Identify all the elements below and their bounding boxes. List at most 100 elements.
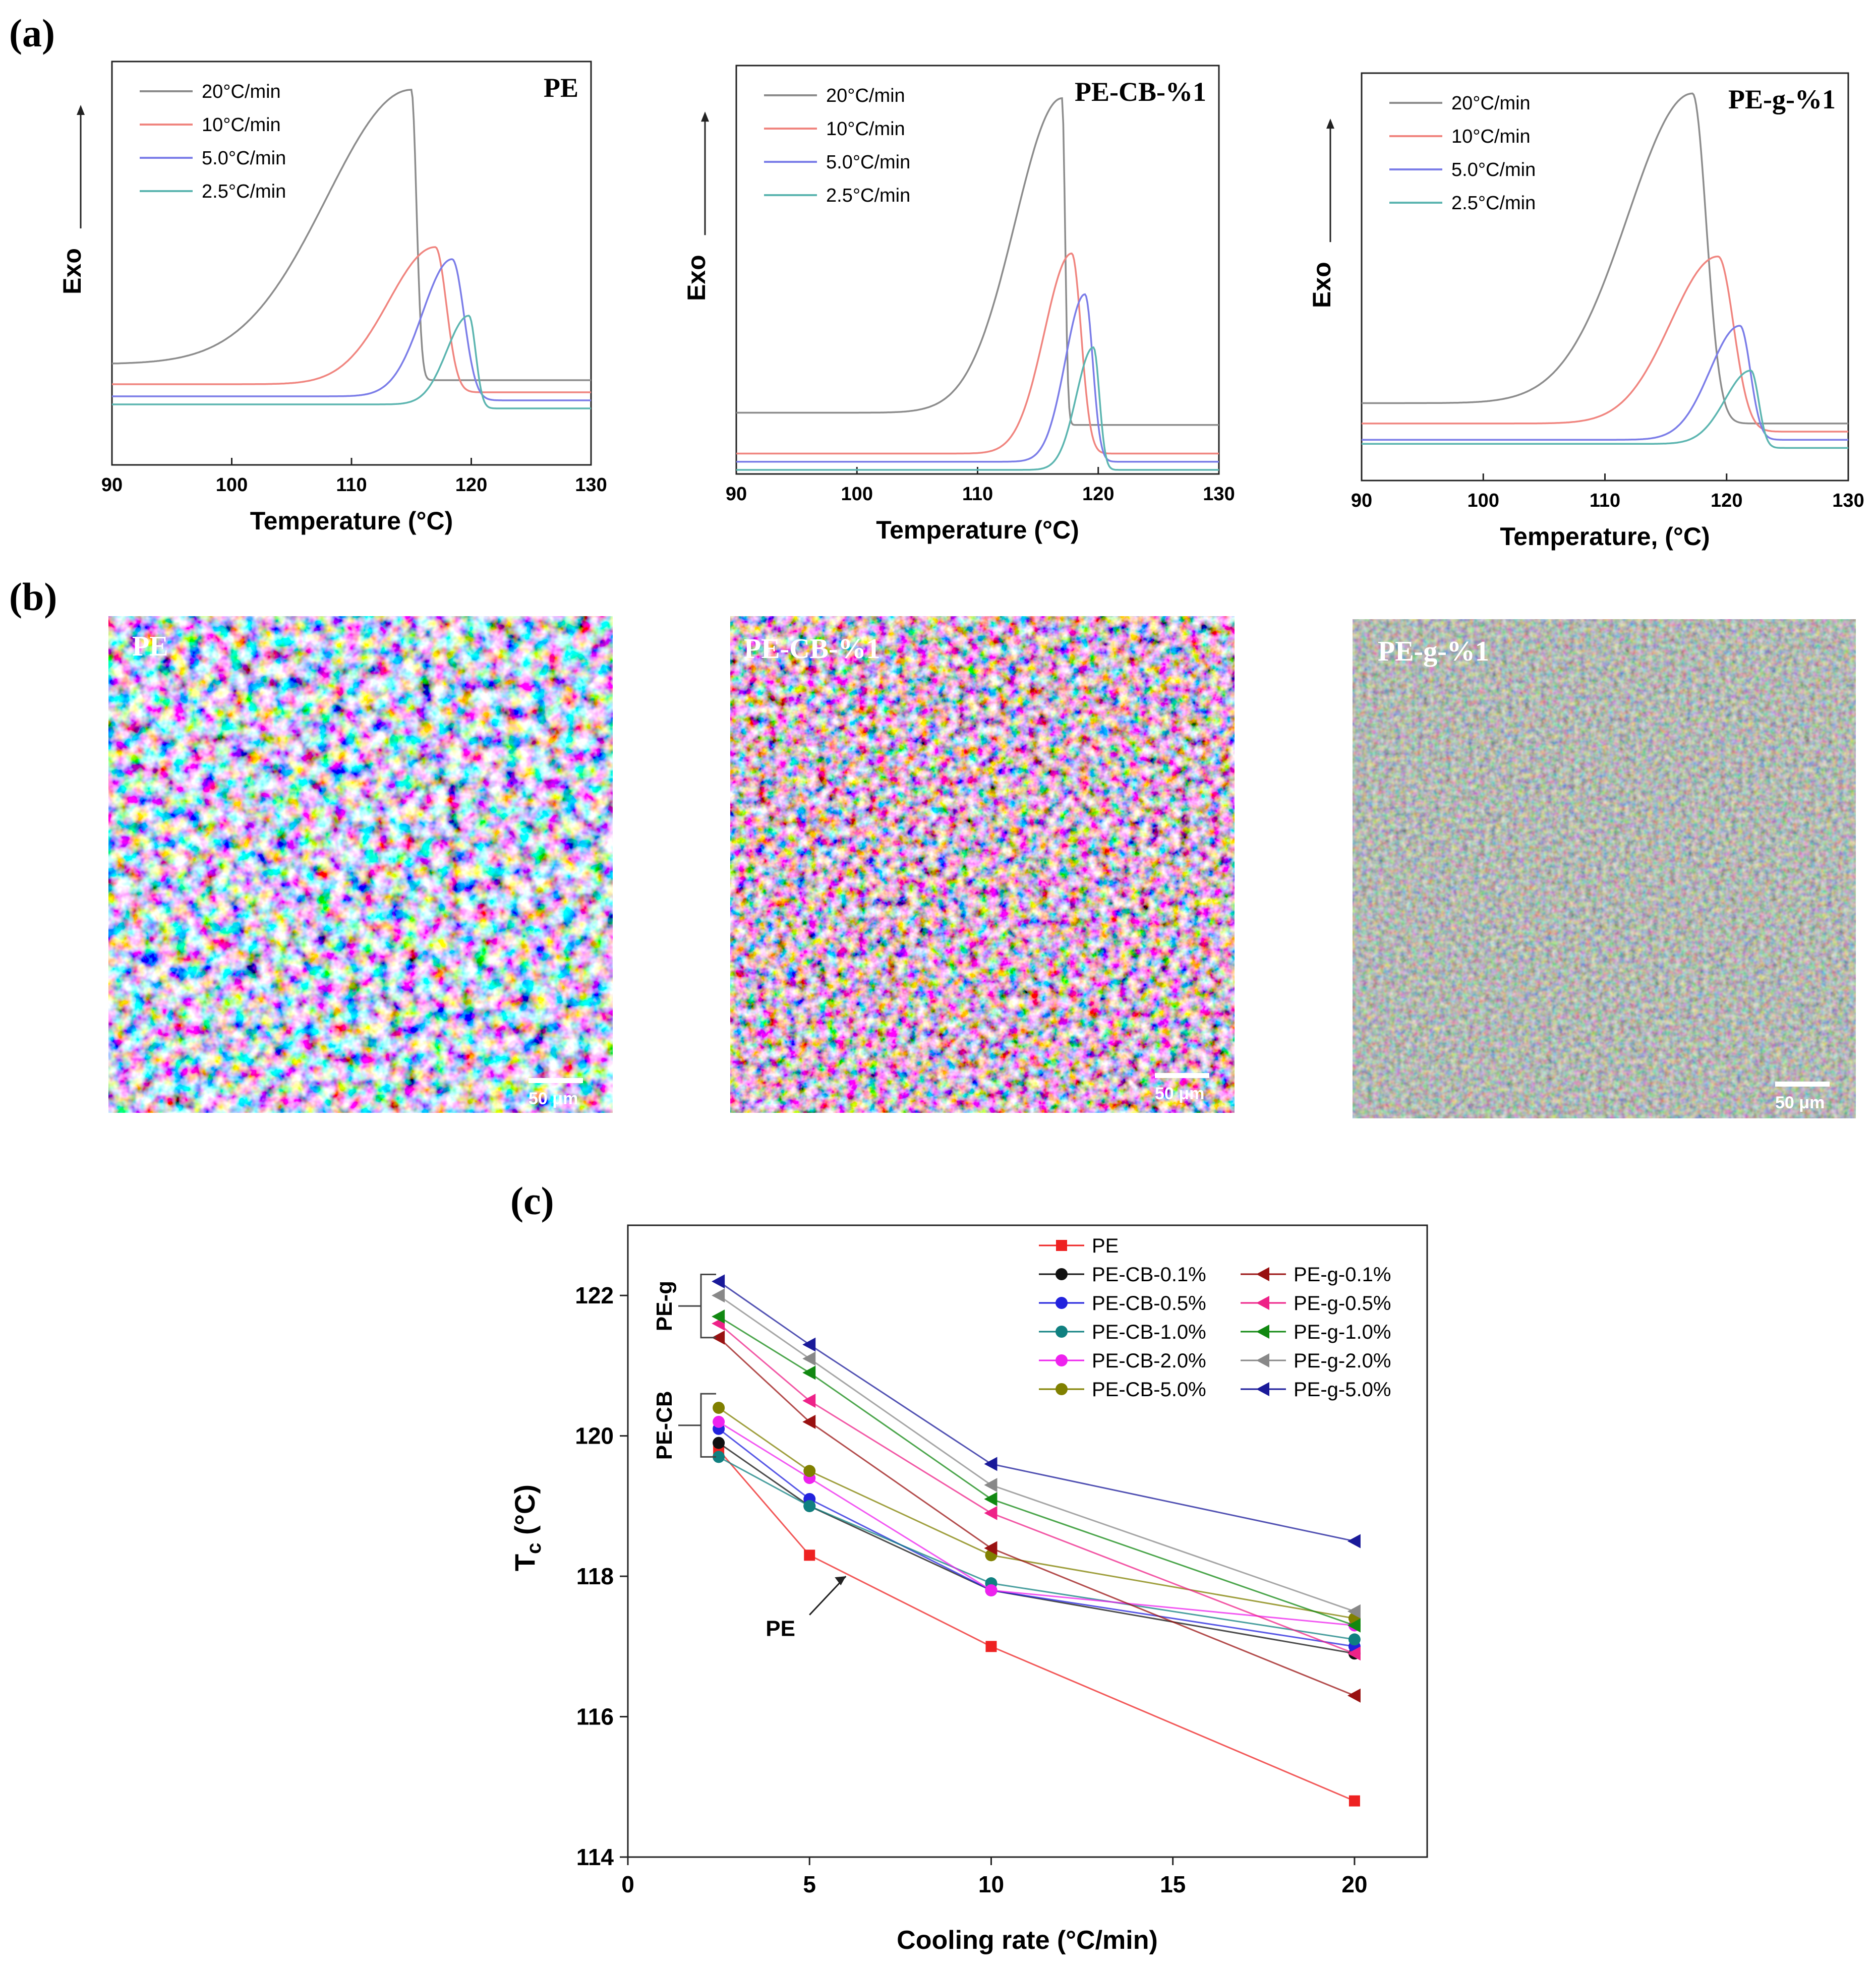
x-tick-label: 120	[455, 474, 487, 496]
data-point	[712, 1330, 725, 1345]
x-tick-label: 100	[841, 484, 873, 505]
dsc-curve-2	[112, 258, 591, 401]
y-axis-label: Exo	[1308, 262, 1336, 308]
series-pe-g-2-0-	[712, 1288, 1361, 1619]
data-point	[713, 1437, 725, 1449]
y-axis-label: Exo	[58, 248, 86, 294]
data-point	[1056, 1297, 1068, 1309]
panel-b-label: (b)	[9, 575, 57, 619]
dsc-curve-0	[736, 97, 1219, 426]
data-point	[1347, 1646, 1361, 1661]
x-tick-label: 15	[1160, 1871, 1186, 1897]
legend-label: 20°C/min	[202, 81, 281, 102]
data-point	[984, 1492, 998, 1506]
series-line	[718, 1294, 1355, 1613]
series-line	[718, 1316, 1355, 1626]
panel-c-label: (c)	[510, 1179, 554, 1223]
data-point	[802, 1337, 816, 1352]
dsc-curve-1	[1362, 255, 1848, 433]
data-point	[985, 1584, 998, 1596]
dsc-curve-3	[736, 346, 1219, 471]
data-point	[1347, 1688, 1361, 1703]
series-pe-g-1-0-	[712, 1309, 1361, 1633]
tc-vs-cooling-rate-chart: Tc (°C) Cooling rate (°C/min) 0 5 10 15 20 11…	[509, 1224, 1428, 1955]
series-line	[718, 1407, 1355, 1620]
legend-label: 10°C/min	[826, 118, 905, 140]
legend-label: 20°C/min	[826, 85, 905, 106]
plot-frame	[1361, 72, 1849, 482]
micrograph-image	[1353, 619, 1856, 1118]
dsc-chart-pe-cb: 90 100 110 120 130 Temperature (°C) Exo PE-CB-%…	[682, 65, 1235, 544]
data-point	[984, 1457, 998, 1471]
x-tick-label: 130	[1832, 490, 1864, 511]
sample-title: PE	[544, 73, 578, 103]
scale-label: 50 μm	[529, 1089, 578, 1108]
series-pe-cb-2-0-	[713, 1415, 1361, 1632]
x-tick-label: 130	[1203, 484, 1235, 505]
legend-label: 10°C/min	[202, 114, 281, 136]
data-point	[1056, 1326, 1068, 1338]
legend-label: PE-CB-2.0%	[1092, 1350, 1206, 1372]
x-tick-label: 110	[336, 474, 367, 496]
series-line	[718, 1337, 1355, 1697]
data-point	[984, 1478, 998, 1493]
data-point	[803, 1465, 816, 1477]
x-tick-label: 10	[978, 1871, 1004, 1897]
x-axis-label: Temperature, (°C)	[1500, 522, 1710, 551]
micrograph-pe-g: PE-g-%1 50 μm	[1353, 619, 1856, 1118]
dsc-curve-3	[1362, 369, 1848, 449]
x-tick-label: 110	[962, 484, 993, 505]
plot-frame	[627, 1224, 1428, 1858]
legend-label: 2.5°C/min	[826, 185, 910, 206]
exo-arrow-head	[77, 105, 85, 115]
x-tick-label: 120	[1711, 490, 1742, 511]
data-point	[1256, 1353, 1269, 1367]
data-point	[1347, 1534, 1361, 1548]
x-tick-label: 110	[1590, 490, 1620, 511]
data-point	[804, 1549, 815, 1561]
y-axis-label: Exo	[682, 255, 711, 301]
scale-label: 50 μm	[1155, 1084, 1204, 1103]
data-point	[713, 1415, 725, 1428]
x-tick-label: 5	[803, 1871, 816, 1897]
legend-label: PE-g-2.0%	[1294, 1350, 1391, 1372]
data-point	[713, 1451, 725, 1463]
data-point	[1256, 1325, 1269, 1339]
dsc-curve-0	[1362, 92, 1848, 425]
data-point	[713, 1401, 725, 1414]
x-tick-label: 120	[1082, 484, 1114, 505]
legend-label: PE-g-5.0%	[1294, 1379, 1391, 1401]
series-line	[718, 1323, 1355, 1654]
legend-label: PE-CB-5.0%	[1092, 1379, 1206, 1401]
series-pe-g-0-1-	[712, 1330, 1361, 1703]
y-tick-label: 116	[576, 1704, 614, 1730]
exo-arrow-head	[701, 111, 709, 122]
legend-label: 5.0°C/min	[1451, 159, 1536, 181]
data-point	[802, 1365, 816, 1380]
panel-a-label: (a)	[9, 11, 55, 55]
dsc-curve-3	[112, 315, 591, 409]
data-point	[712, 1309, 725, 1324]
x-tick-label: 90	[726, 484, 747, 505]
dsc-curve-2	[736, 293, 1219, 463]
annotation-label: PE	[766, 1616, 795, 1641]
micrograph-pe-cb: PE-CB-%1 50 μm	[730, 616, 1235, 1113]
y-axis-label: Tc (°C)	[509, 1484, 545, 1571]
sample-title: PE-CB-%1	[1075, 77, 1206, 107]
x-tick-label: 130	[575, 474, 607, 496]
dsc-curve-1	[736, 252, 1219, 455]
legend-label: PE	[1092, 1235, 1119, 1257]
group-label: PE-CB	[652, 1391, 677, 1460]
dsc-curve-2	[1362, 325, 1848, 441]
x-tick-label: 20	[1341, 1871, 1367, 1897]
data-point	[1348, 1633, 1361, 1646]
x-axis-label: Cooling rate (°C/min)	[897, 1926, 1158, 1955]
x-axis-label: Temperature (°C)	[876, 516, 1079, 544]
legend-label: 2.5°C/min	[1451, 193, 1536, 214]
series-line	[718, 1428, 1355, 1647]
micrograph-label: PE	[132, 631, 168, 662]
series-line	[718, 1449, 1355, 1802]
legend-label: 5.0°C/min	[826, 152, 910, 173]
data-point	[712, 1274, 725, 1289]
series-line	[718, 1281, 1355, 1542]
